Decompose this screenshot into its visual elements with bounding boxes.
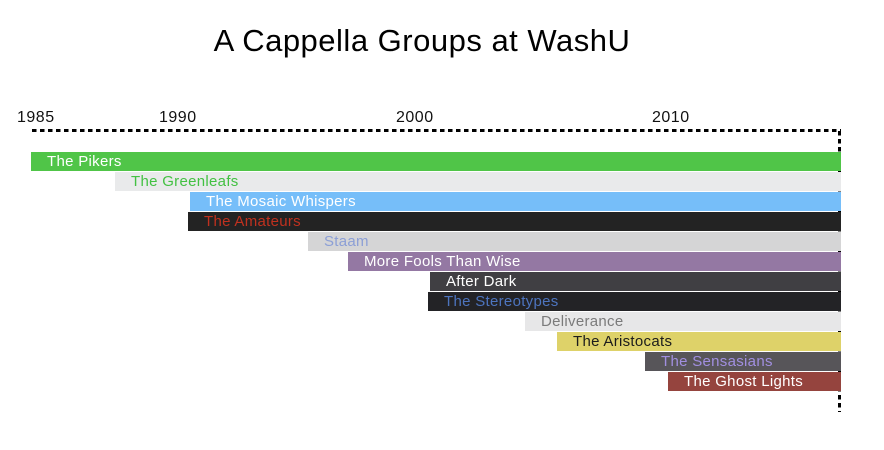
timeline-bar-deliverance: Deliverance bbox=[525, 312, 841, 331]
timeline-bar-the-sensasians: The Sensasians bbox=[645, 352, 841, 371]
timeline-bar-staam: Staam bbox=[308, 232, 841, 251]
timeline-bar-the-ghost-lights: The Ghost Lights bbox=[668, 372, 841, 391]
timeline-bar-the-mosaic-whispers: The Mosaic Whispers bbox=[190, 192, 841, 211]
timeline-bar-the-greenleafs: The Greenleafs bbox=[115, 172, 841, 191]
timeline-bar-label-the-amateurs: The Amateurs bbox=[204, 213, 301, 230]
timeline-bar-label-the-greenleafs: The Greenleafs bbox=[131, 173, 239, 190]
timeline-bar-label-staam: Staam bbox=[324, 233, 369, 250]
timeline-bar-the-aristocats: The Aristocats bbox=[557, 332, 841, 351]
axis-tick-label-1985: 1985 bbox=[17, 109, 55, 126]
timeline-bar-label-the-mosaic-whispers: The Mosaic Whispers bbox=[206, 193, 356, 210]
timeline-bar-more-fools-than-wise: More Fools Than Wise bbox=[348, 252, 841, 271]
timeline-bar-label-the-pikers: The Pikers bbox=[47, 153, 122, 170]
timeline-bar-the-stereotypes: The Stereotypes bbox=[428, 292, 841, 311]
timeline-bar-label-the-sensasians: The Sensasians bbox=[661, 353, 773, 370]
timeline-bar-label-more-fools-than-wise: More Fools Than Wise bbox=[364, 253, 521, 270]
axis-dashed-line-vertical bbox=[838, 131, 841, 412]
axis-tick-label-1990: 1990 bbox=[159, 109, 197, 126]
axis-dashed-line-horizontal bbox=[32, 129, 841, 132]
axis-tick-label-2000: 2000 bbox=[396, 109, 434, 126]
timeline-bar-the-amateurs: The Amateurs bbox=[188, 212, 841, 231]
timeline-bar-label-after-dark: After Dark bbox=[446, 273, 517, 290]
axis-tick-label-2010: 2010 bbox=[652, 109, 690, 126]
timeline-bar-label-the-ghost-lights: The Ghost Lights bbox=[684, 373, 804, 390]
timeline-bar-label-the-aristocats: The Aristocats bbox=[573, 333, 673, 350]
timeline-bar-the-pikers: The Pikers bbox=[31, 152, 841, 171]
timeline-bar-label-the-stereotypes: The Stereotypes bbox=[444, 293, 559, 310]
timeline-bar-label-deliverance: Deliverance bbox=[541, 313, 624, 330]
timeline-bar-after-dark: After Dark bbox=[430, 272, 841, 291]
chart-title: A Cappella Groups at WashU bbox=[213, 23, 631, 58]
